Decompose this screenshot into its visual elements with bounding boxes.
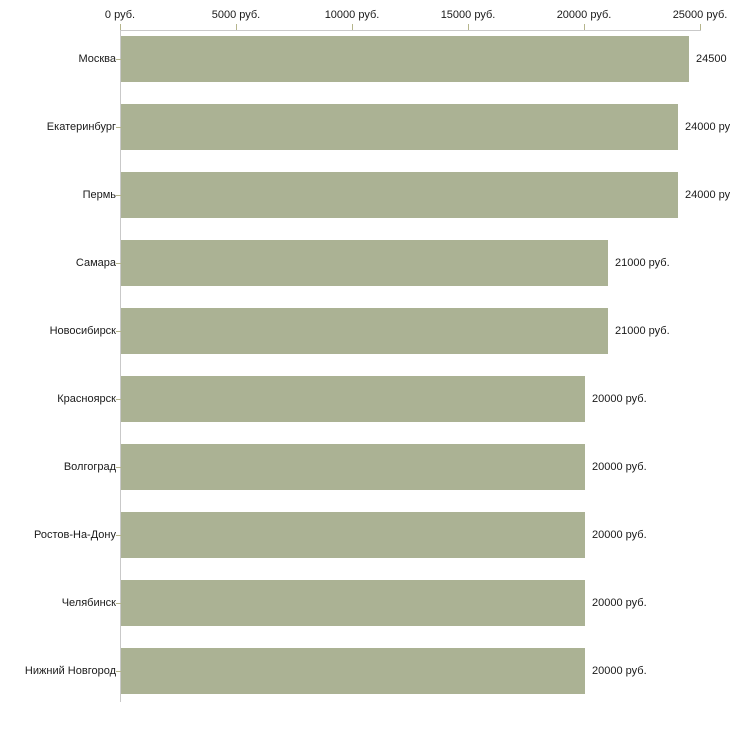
category-label: Пермь xyxy=(82,189,116,201)
category-label: Самара xyxy=(75,257,116,269)
bar xyxy=(121,444,585,490)
category-label: Ростов-На-Дону xyxy=(33,529,116,541)
x-axis-tick xyxy=(120,24,121,30)
value-label: 24500 руб. xyxy=(696,53,730,65)
y-axis-line xyxy=(120,30,121,702)
value-label: 20000 руб. xyxy=(592,597,647,609)
x-axis-tick-label: 5000 руб. xyxy=(211,9,261,21)
x-axis-line xyxy=(120,30,701,31)
category-tick xyxy=(116,671,121,672)
category-label: Волгоград xyxy=(63,461,116,473)
x-axis-tick-label: 25000 руб. xyxy=(672,9,728,21)
value-label: 21000 руб. xyxy=(615,325,670,337)
value-label: 21000 руб. xyxy=(615,257,670,269)
bar xyxy=(121,240,608,286)
x-axis-tick xyxy=(468,24,469,30)
value-label: 20000 руб. xyxy=(592,665,647,677)
bar xyxy=(121,36,689,82)
value-label: 20000 руб. xyxy=(592,461,647,473)
category-label: Москва xyxy=(78,53,116,65)
category-tick xyxy=(116,195,121,196)
category-label: Красноярск xyxy=(57,393,116,405)
value-label: 20000 руб. xyxy=(592,393,647,405)
x-axis-tick xyxy=(236,24,237,30)
bar xyxy=(121,172,678,218)
value-label: 24000 руб. xyxy=(685,121,730,133)
category-tick xyxy=(116,127,121,128)
category-tick xyxy=(116,331,121,332)
category-tick xyxy=(116,399,121,400)
bar xyxy=(121,648,585,694)
category-tick xyxy=(116,467,121,468)
category-label: Нижний Новгород xyxy=(24,665,116,677)
category-tick xyxy=(116,263,121,264)
category-tick xyxy=(116,535,121,536)
x-axis-tick-label: 0 руб. xyxy=(104,9,136,21)
category-label: Челябинск xyxy=(61,597,116,609)
bar xyxy=(121,376,585,422)
x-axis-tick xyxy=(584,24,585,30)
bar xyxy=(121,512,585,558)
x-axis-tick xyxy=(352,24,353,30)
value-label: 24000 руб. xyxy=(685,189,730,201)
x-axis-tick xyxy=(700,24,701,30)
category-tick xyxy=(116,59,121,60)
category-label: Екатеринбург xyxy=(46,121,116,133)
bar xyxy=(121,580,585,626)
x-axis-tick-label: 10000 руб. xyxy=(324,9,380,21)
category-tick xyxy=(116,603,121,604)
x-axis-tick-label: 15000 руб. xyxy=(440,9,496,21)
bar xyxy=(121,104,678,150)
category-label: Новосибирск xyxy=(49,325,116,337)
value-label: 20000 руб. xyxy=(592,529,647,541)
x-axis-tick-label: 20000 руб. xyxy=(556,9,612,21)
bar xyxy=(121,308,608,354)
